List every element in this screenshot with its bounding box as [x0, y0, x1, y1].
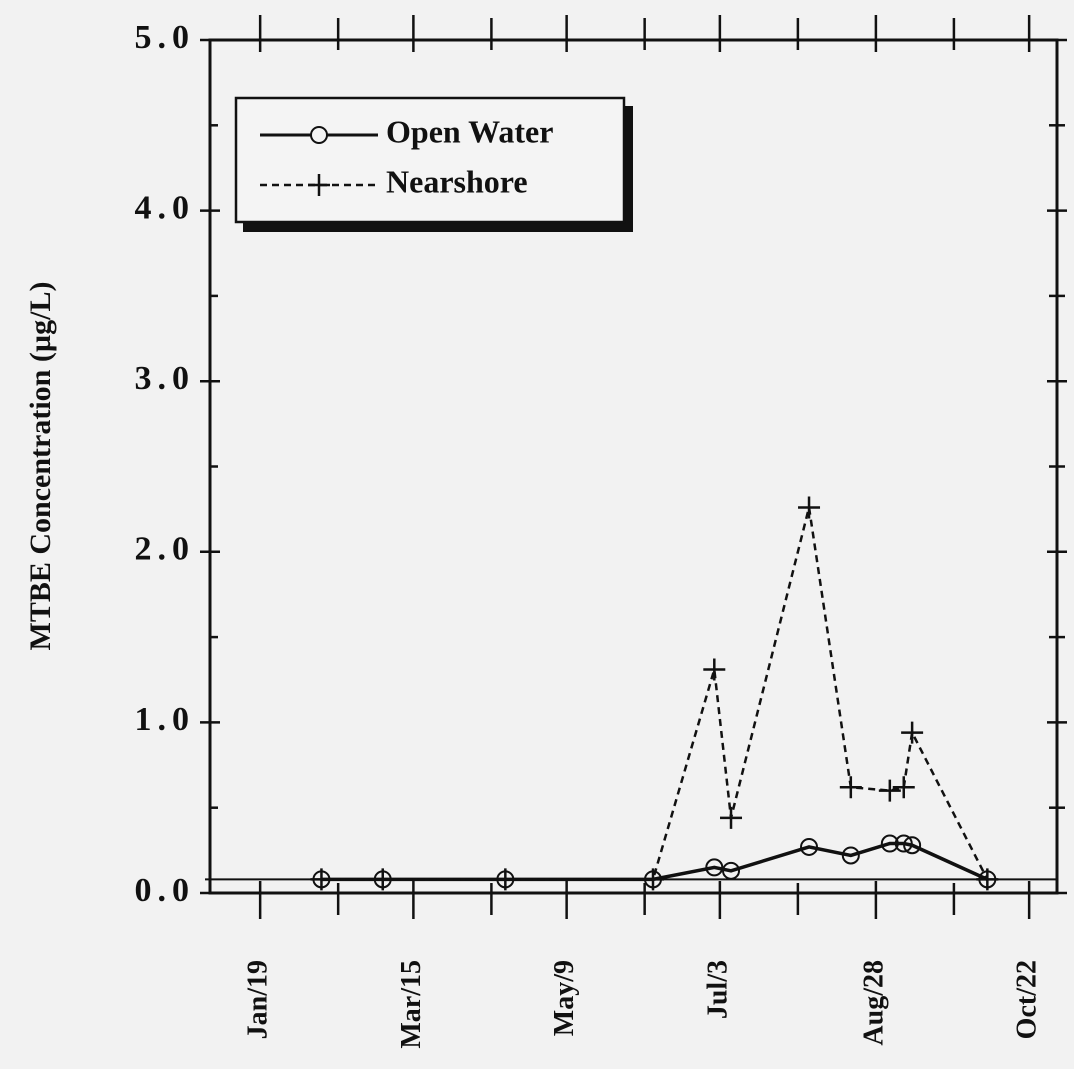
- legend-marker: [310, 126, 328, 144]
- point: [976, 868, 999, 891]
- x-tick-label: Jul/3: [702, 960, 733, 1019]
- point: [800, 837, 819, 856]
- point: [703, 658, 726, 681]
- x-tick-label: Jan/19: [243, 960, 274, 1039]
- point: [894, 834, 913, 853]
- point: [880, 834, 899, 853]
- y-tick-label: 2.0: [135, 531, 196, 568]
- point: [494, 868, 517, 891]
- point: [798, 496, 821, 519]
- legend: Open Water Nearshore: [234, 96, 633, 232]
- point: [892, 776, 915, 799]
- x-tick-label: Mar/15: [396, 960, 427, 1049]
- point: [705, 858, 724, 877]
- point: [903, 836, 922, 855]
- point: [371, 868, 394, 891]
- point: [841, 846, 860, 865]
- y-tick-label: 1.0: [135, 701, 196, 738]
- point: [310, 868, 333, 891]
- y-axis-label: MTBE Concentration (µg/L): [24, 282, 57, 651]
- point: [642, 868, 665, 891]
- legend-label: Open Water: [386, 113, 553, 149]
- y-tick-label: 3.0: [135, 360, 196, 397]
- point: [720, 806, 743, 829]
- legend-box: [234, 96, 626, 224]
- y-tick-label: 5.0: [135, 19, 196, 56]
- series-line: [321, 507, 989, 881]
- y-tick-label: 0.0: [135, 872, 196, 909]
- point: [901, 721, 924, 744]
- point: [878, 779, 901, 802]
- legend-marker: [308, 174, 330, 196]
- x-tick-label: May/9: [549, 960, 580, 1036]
- point: [839, 776, 862, 799]
- x-tick-label: Oct/22: [1012, 960, 1043, 1039]
- legend-label: Nearshore: [386, 163, 528, 199]
- x-tick-label: Aug/28: [858, 960, 889, 1046]
- point: [722, 861, 741, 880]
- y-tick-label: 4.0: [135, 189, 196, 226]
